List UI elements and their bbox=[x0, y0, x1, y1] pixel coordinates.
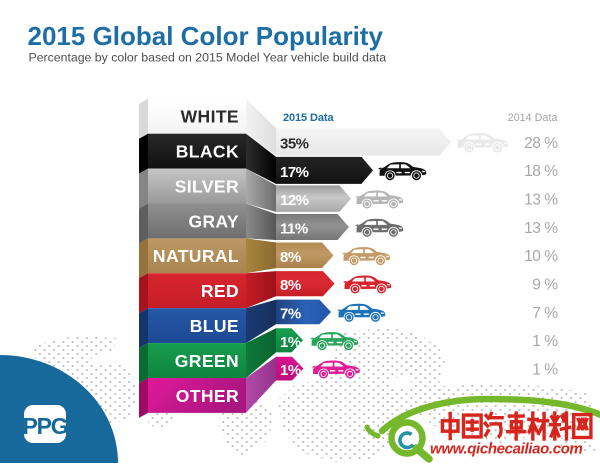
svg-text:1%: 1% bbox=[280, 334, 301, 351]
svg-text:GRAY: GRAY bbox=[188, 211, 239, 231]
svg-text:8%: 8% bbox=[280, 277, 301, 294]
svg-text:www.qichecailiao.com: www.qichecailiao.com bbox=[430, 441, 583, 458]
svg-text:17%: 17% bbox=[280, 164, 309, 181]
svg-text:2015 Global Color Popularity: 2015 Global Color Popularity bbox=[28, 21, 384, 51]
svg-text:1 %: 1 % bbox=[532, 361, 558, 378]
svg-text:7%: 7% bbox=[280, 305, 301, 322]
svg-text:2015 Data: 2015 Data bbox=[283, 112, 334, 124]
svg-text:28 %: 28 % bbox=[524, 135, 558, 152]
svg-text:35%: 35% bbox=[280, 136, 309, 153]
svg-text:1 %: 1 % bbox=[532, 333, 558, 350]
svg-text:BLUE: BLUE bbox=[190, 316, 239, 336]
svg-text:10 %: 10 % bbox=[524, 248, 558, 265]
svg-text:11%: 11% bbox=[280, 220, 308, 237]
svg-text:RED: RED bbox=[201, 281, 239, 301]
svg-text:SILVER: SILVER bbox=[175, 176, 239, 196]
svg-text:GREEN: GREEN bbox=[175, 351, 239, 371]
svg-text:8%: 8% bbox=[280, 249, 301, 266]
svg-text:OTHER: OTHER bbox=[176, 386, 239, 406]
svg-text:PPG: PPG bbox=[23, 413, 68, 439]
svg-text:BLACK: BLACK bbox=[176, 141, 239, 161]
svg-text:WHITE: WHITE bbox=[181, 107, 239, 127]
svg-text:NATURAL: NATURAL bbox=[153, 246, 239, 266]
svg-text:7 %: 7 % bbox=[532, 305, 558, 322]
svg-text:9 %: 9 % bbox=[532, 276, 558, 293]
svg-text:Percentage by color based on 2: Percentage by color based on 2015 Model … bbox=[29, 51, 387, 65]
svg-text:13 %: 13 % bbox=[524, 191, 558, 208]
svg-text:2014 Data: 2014 Data bbox=[508, 112, 558, 124]
svg-text:12%: 12% bbox=[280, 192, 309, 209]
svg-text:13 %: 13 % bbox=[524, 220, 558, 237]
svg-text:1%: 1% bbox=[280, 362, 301, 379]
svg-text:18 %: 18 % bbox=[524, 163, 558, 180]
